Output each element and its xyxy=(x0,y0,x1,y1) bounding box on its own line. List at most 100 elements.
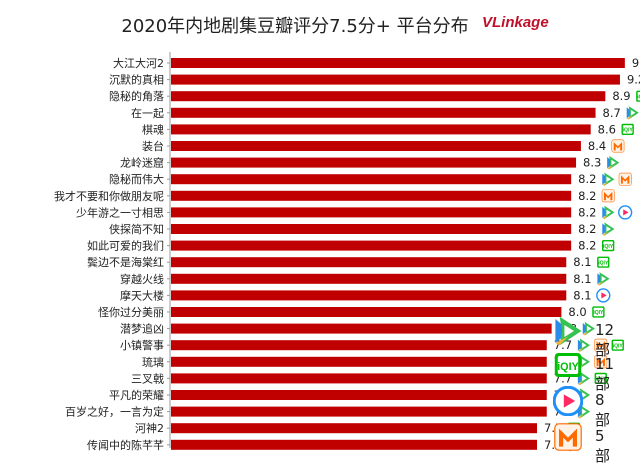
legend-label-iqiyi: 11部 xyxy=(595,355,615,393)
bar xyxy=(171,307,562,317)
value-label: 8.1 xyxy=(573,272,591,286)
mango-icon xyxy=(618,172,632,186)
mango-icon xyxy=(594,355,608,369)
svg-text:iQIY: iQIY xyxy=(613,343,624,349)
vlinkage-logo: VLinkage xyxy=(482,14,549,31)
category-label: 河神2 xyxy=(135,421,164,435)
category-label: 小镇警事 xyxy=(120,338,164,352)
category-label: 侠探简不知 xyxy=(109,222,164,236)
category-label: 百岁之好，一言为定 xyxy=(65,405,164,419)
iqiyi-icon: iQIY xyxy=(636,90,640,102)
legend-item-mango: 5部 xyxy=(553,422,610,465)
value-label: 8.1 xyxy=(573,288,591,302)
value-label: 9.2 xyxy=(627,73,640,87)
category-label: 棋魂 xyxy=(142,122,164,136)
svg-text:iQIY: iQIY xyxy=(596,377,607,383)
value-label: 8.2 xyxy=(578,189,596,203)
value-label: 8.7 xyxy=(603,106,621,120)
value-label: 8.9 xyxy=(612,89,630,103)
tencent-icon xyxy=(582,321,595,336)
svg-text:iQIY: iQIY xyxy=(593,310,604,316)
legend-item-youku: 8部 xyxy=(552,385,610,429)
tencent-icon xyxy=(626,106,639,120)
category-label: 如此可爱的我们 xyxy=(87,239,164,253)
svg-text:iQIY: iQIY xyxy=(637,94,640,100)
iqiyi-icon: iQIY xyxy=(597,256,610,268)
bar xyxy=(171,390,547,400)
svg-text:iQIY: iQIY xyxy=(623,128,634,134)
category-label: 隐秘的角落 xyxy=(109,89,164,103)
bar xyxy=(171,257,567,268)
bar xyxy=(171,340,547,351)
category-label: 少年游之一寸相思 xyxy=(76,205,164,219)
category-label: 隐秘而伟大 xyxy=(109,172,164,186)
tencent-icon xyxy=(602,205,615,220)
tencent-icon xyxy=(597,272,610,286)
mango-tv-icon xyxy=(554,423,582,451)
bar xyxy=(171,439,537,450)
bar xyxy=(171,323,552,334)
svg-text:iQIY: iQIY xyxy=(557,361,579,373)
bar xyxy=(171,190,572,201)
legend-item-iqiyi: iQIY 11部 xyxy=(553,350,614,393)
bar xyxy=(171,91,606,102)
category-label: 平凡的荣耀 xyxy=(109,388,164,402)
mango-icon xyxy=(611,139,625,153)
value-label: 8.0 xyxy=(568,305,586,319)
bar xyxy=(171,157,577,168)
bar xyxy=(171,124,591,135)
bar xyxy=(171,107,596,118)
bar xyxy=(171,406,547,417)
bar xyxy=(171,373,547,384)
value-label: 8.4 xyxy=(588,139,606,153)
iqiyi-icon: iQIY xyxy=(594,372,607,384)
bar xyxy=(171,290,567,301)
iqiyi-icon: iQIY xyxy=(592,306,605,318)
legend-item-tencent: 12部 xyxy=(553,316,614,359)
category-label: 沉默的真相 xyxy=(109,73,164,87)
category-label: 在一起 xyxy=(131,107,164,120)
legend-label-tencent: 12部 xyxy=(595,321,615,359)
category-label: 传闻中的陈芊芊 xyxy=(87,438,164,452)
category-label: 摩天大楼 xyxy=(120,288,164,302)
iqiyi-icon: iQIY xyxy=(611,339,624,351)
category-label: 龙岭迷窟 xyxy=(120,156,164,170)
value-label: 8.3 xyxy=(583,156,601,170)
bar xyxy=(171,58,625,68)
mango-icon xyxy=(594,338,608,352)
iqiyi-icon: iQIY xyxy=(602,240,615,252)
value-label: 8.2 xyxy=(578,222,596,236)
bar xyxy=(171,174,572,185)
legend-label-mango: 5部 xyxy=(595,427,611,465)
category-label: 琉璃 xyxy=(142,355,164,369)
bar xyxy=(171,423,537,434)
legend-label-youku: 8部 xyxy=(595,391,611,429)
tencent-video-icon xyxy=(555,316,582,346)
iqiyi-icon: iQIY xyxy=(554,353,582,377)
category-label: 穿越火线 xyxy=(120,272,164,286)
tencent-icon xyxy=(607,155,620,170)
tencent-icon xyxy=(577,338,591,352)
youku-icon xyxy=(596,288,611,303)
svg-text:iQIY: iQIY xyxy=(598,260,609,266)
category-label: 三叉戟 xyxy=(131,372,164,385)
value-label: 8.1 xyxy=(573,255,591,269)
youku-icon xyxy=(618,205,633,220)
bar xyxy=(171,74,620,85)
bar xyxy=(171,273,567,284)
bar xyxy=(171,207,572,218)
bar xyxy=(171,141,581,151)
category-label: 装台 xyxy=(142,139,164,153)
category-label: 我才不要和你做朋友呢 xyxy=(54,189,164,203)
youku-icon xyxy=(552,385,584,417)
chart-title: 2020年内地剧集豆瓣评分7.5分+ 平台分布 xyxy=(121,16,469,37)
value-label: 8.2 xyxy=(578,239,596,253)
category-label: 潜梦追凶 xyxy=(120,322,164,336)
tencent-icon xyxy=(602,222,615,236)
tencent-icon xyxy=(602,172,615,186)
category-label: 大江大河2 xyxy=(113,56,164,70)
bar xyxy=(171,356,547,367)
bar xyxy=(171,240,572,251)
iqiyi-icon: iQIY xyxy=(621,123,634,135)
